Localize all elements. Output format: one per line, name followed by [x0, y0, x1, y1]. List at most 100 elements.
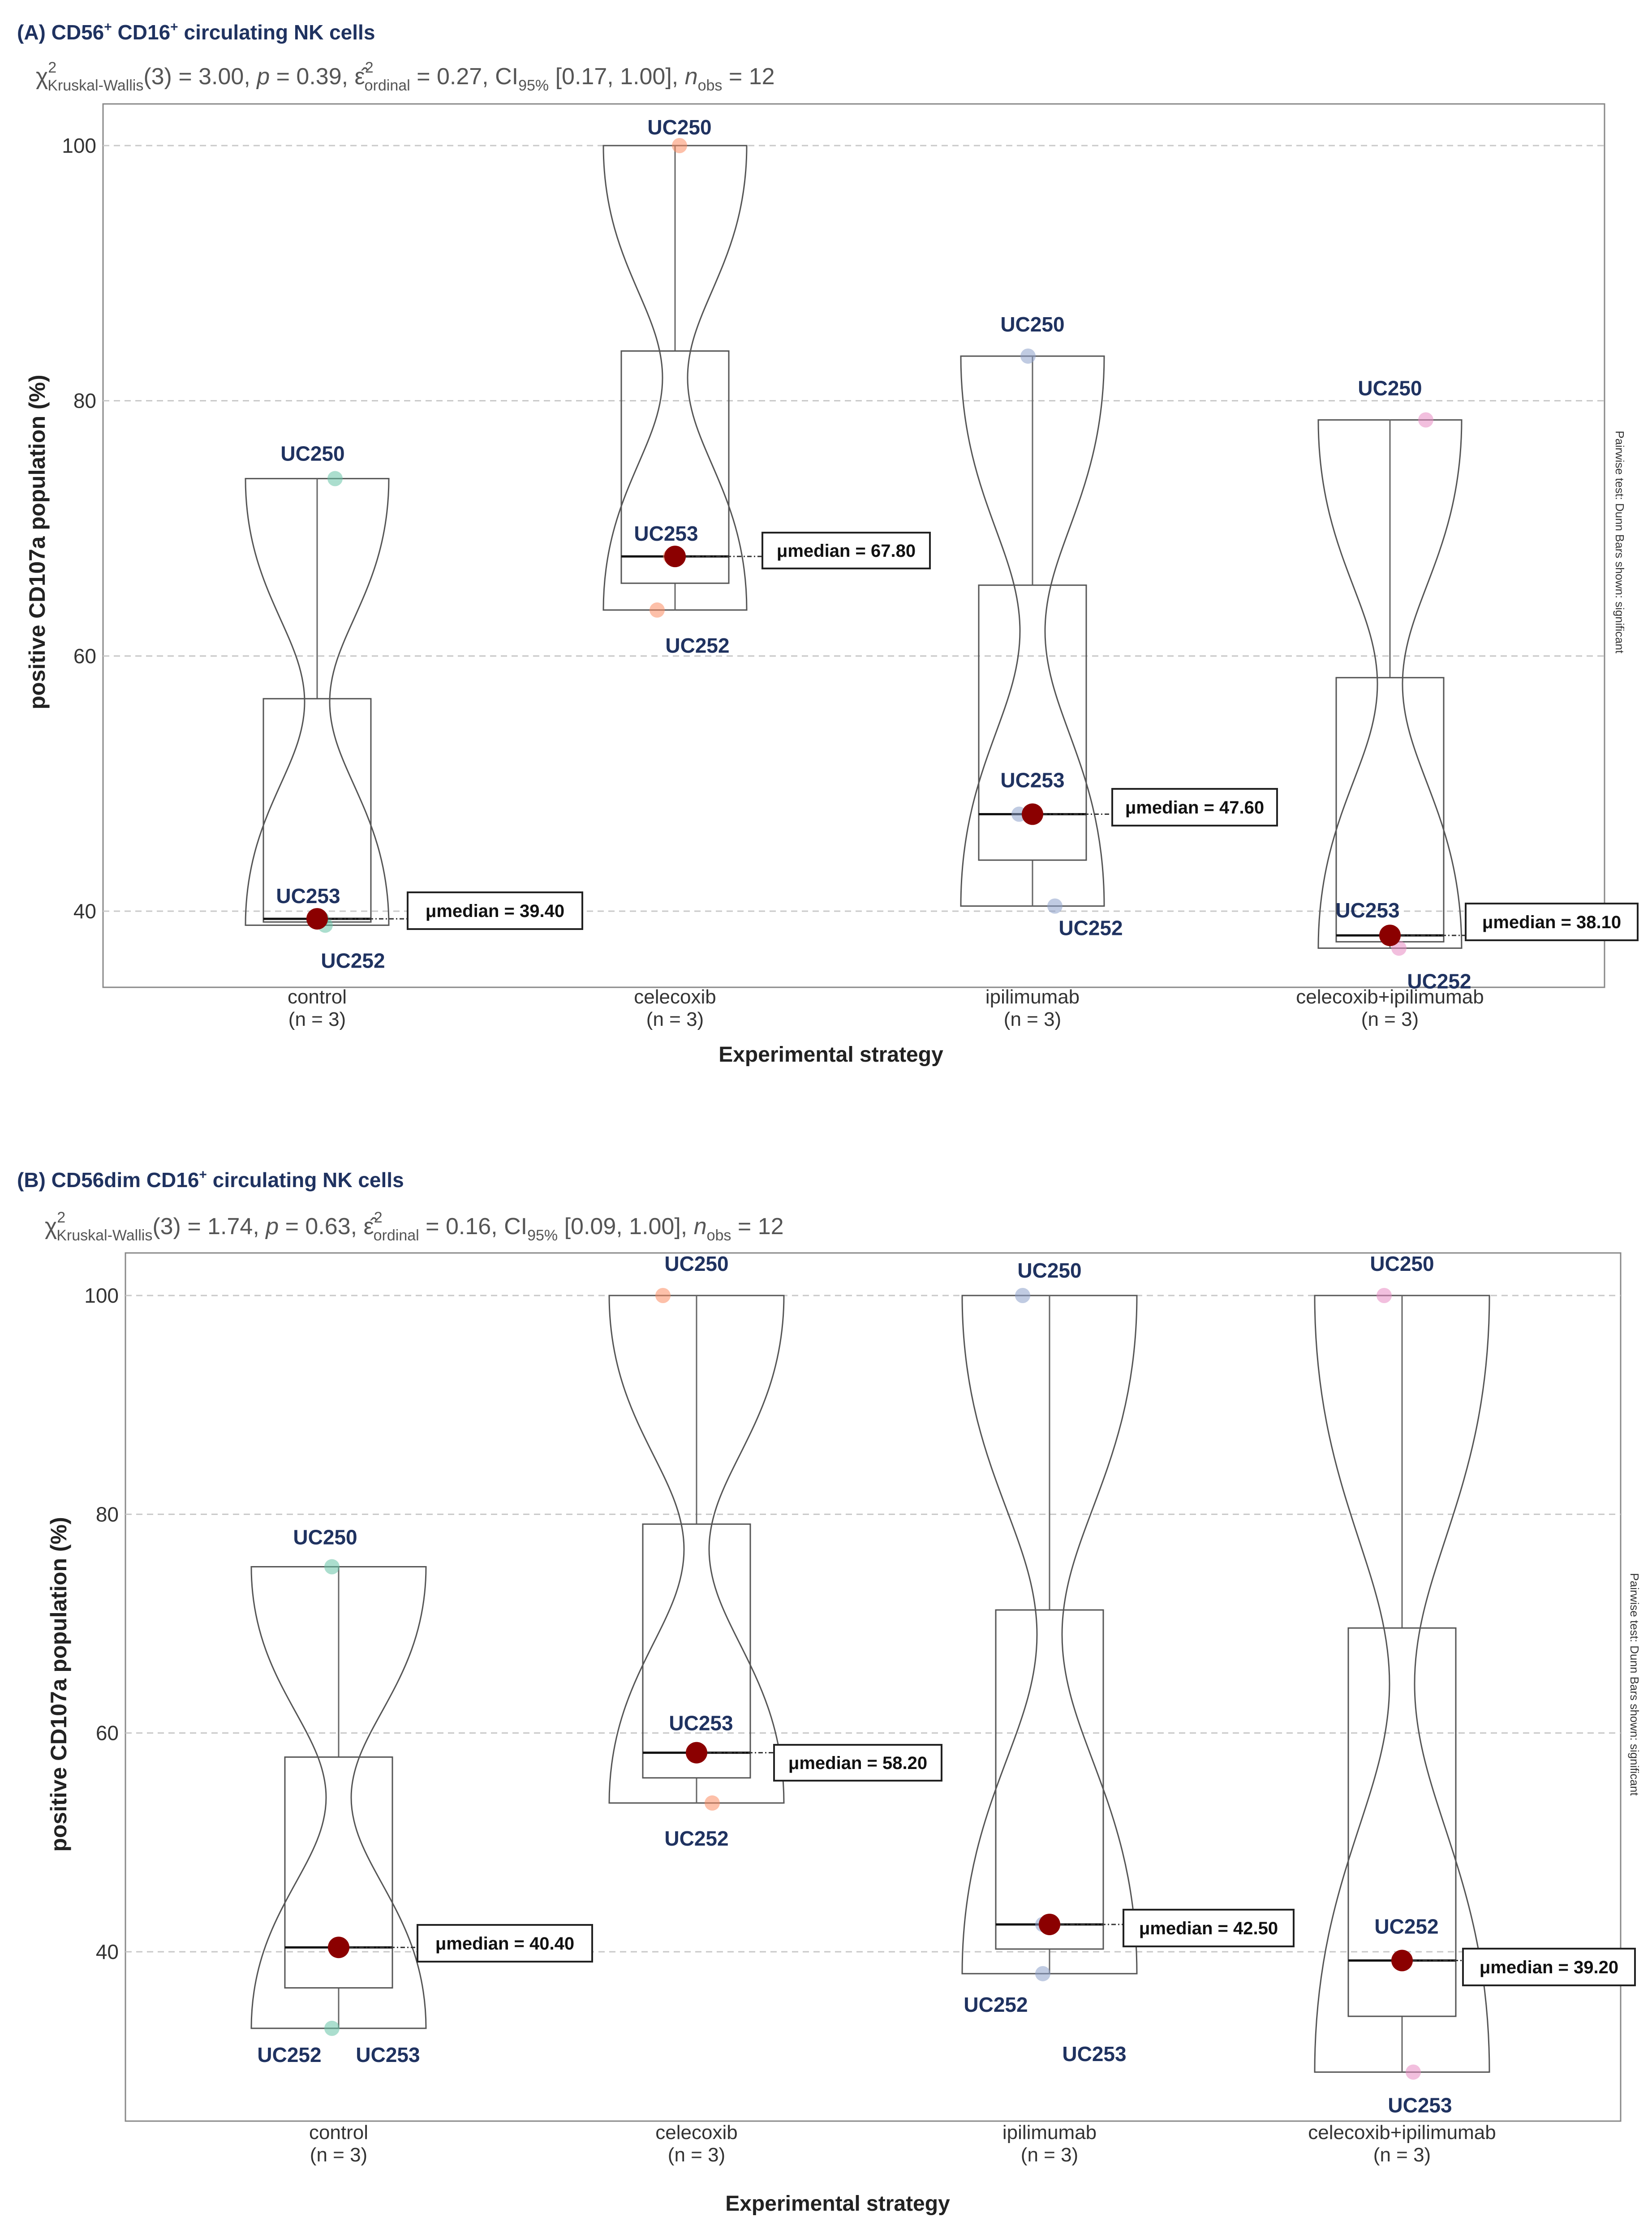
panel-a-x-tick-n-label: (n = 3)	[288, 1008, 346, 1030]
panel-b-data-point	[1035, 1966, 1050, 1981]
panel-b-y-axis-label: positive CD107a population (%)	[46, 1517, 71, 1851]
panel-b-data-point	[655, 1288, 671, 1303]
panel-a-median-label-box	[407, 891, 583, 930]
panel-b-box	[995, 1609, 1104, 1950]
panel-b-median-point	[1391, 1950, 1413, 1971]
panel-a-data-point	[1418, 412, 1433, 428]
panel-b-box	[642, 1523, 751, 1779]
panel-b-point-label: UC252	[964, 1993, 1028, 2016]
panel-a-point-label: UC252	[1058, 917, 1123, 940]
panel-a-box	[978, 584, 1087, 861]
panel-a-point-label: UC250	[1000, 313, 1064, 336]
panel-b-plot-frame	[125, 1252, 1622, 2122]
panel-a-data-point	[650, 602, 665, 618]
panel-a-violin	[1317, 419, 1463, 949]
panel-a-box	[620, 350, 730, 584]
panel-b-data-point	[324, 1559, 340, 1575]
panel-a-title: (A) CD56+ CD16+ circulating NK cells	[17, 20, 375, 44]
panel-b-violin	[1314, 1295, 1490, 2073]
panel-a-x-tick-label: celecoxib	[634, 986, 716, 1008]
panel-b-box	[284, 1756, 393, 1989]
panel-b-median-point	[1039, 1913, 1060, 1935]
panel-a-data-point	[1047, 898, 1063, 914]
panel-a-x-axis-label: Experimental strategy	[718, 1043, 943, 1067]
panel-b-median-label: μmedian = 40.40	[435, 1934, 574, 1954]
panel-b-median-label-box	[1462, 1948, 1636, 1986]
panel-b-point-label: UC252	[257, 2043, 321, 2066]
panel-b-x-tick-label: celecoxib	[655, 2122, 737, 2144]
panel-b-y-tick-label: 40	[96, 1940, 119, 1963]
panel-b-y-tick-label: 100	[84, 1284, 119, 1307]
panel-b-violin	[250, 1566, 427, 2029]
panel-a-x-tick-n-label: (n = 3)	[1361, 1008, 1419, 1030]
panel-a-violin	[245, 478, 390, 926]
panel-b-x-tick-n-label: (n = 3)	[1373, 2144, 1431, 2166]
panel-a-data-point	[672, 138, 687, 153]
panel-a-median-point	[1022, 803, 1043, 825]
panel-b-data-point	[1406, 2064, 1421, 2080]
panel-a-violin	[602, 145, 748, 611]
panel-b-plot: 40 60 80 100 μmedian = 40.40 UC250 UC253 UC252 c…	[84, 1252, 1636, 2166]
panel-a-y-tick-label: 100	[62, 134, 96, 157]
panel-a-median-label: μmedian = 38.10	[1482, 913, 1621, 932]
panel-a-median-label: μmedian = 47.60	[1125, 798, 1264, 818]
panel-b-median-label: μmedian = 42.50	[1139, 1919, 1278, 1938]
panel-b-x-tick-label: ipilimumab	[1002, 2122, 1097, 2144]
panel-b-data-point	[324, 2020, 340, 2036]
panel-a-x-tick-label: control	[288, 986, 347, 1008]
panel-b-x-axis-label: Experimental strategy	[725, 2192, 950, 2216]
panel-a-point-label: UC253	[276, 884, 340, 908]
panel-a-x-tick-label: ipilimumab	[985, 986, 1080, 1008]
panel-a-point-label: UC252	[665, 634, 729, 657]
panel-b-point-label: UC250	[1017, 1259, 1081, 1282]
panel-b-point-label: UC253	[669, 1712, 733, 1735]
panel-a-side-note: Pairwise test: Dunn Bars shown: signific…	[1613, 430, 1626, 654]
panel-a-point-label: UC250	[647, 116, 711, 139]
panel-a-point-label: UC253	[634, 522, 698, 545]
panel-a-x-tick-n-label: (n = 3)	[646, 1008, 704, 1030]
panel-b-point-label: UC253	[1062, 2042, 1126, 2066]
panel-a-median-label-box	[761, 532, 931, 569]
panel-a-point-label: UC253	[1335, 899, 1399, 922]
panel-b-data-point	[1377, 1288, 1392, 1303]
panel-b-title: (B) CD56dim CD16+ circulating NK cells	[17, 1167, 404, 1192]
panel-a-median-label: μmedian = 67.80	[777, 541, 916, 561]
panel-a-point-label: UC250	[280, 442, 344, 465]
panel-b-median-label-box	[773, 1744, 942, 1782]
panel-b-median-point	[328, 1937, 349, 1958]
panel-a-plot-frame	[102, 103, 1605, 988]
panel-a-data-point	[327, 471, 343, 486]
panel-b-x-tick-n-label: (n = 3)	[1021, 2144, 1078, 2166]
panel-a-median-point	[1379, 925, 1401, 947]
panel-a-y-tick-label: 40	[73, 900, 96, 923]
panel-a-y-tick-label: 80	[73, 389, 96, 413]
panel-a-median-label-box	[1111, 788, 1278, 826]
panel-b-box	[1347, 1627, 1457, 2017]
panel-b-median-point	[686, 1742, 707, 1764]
panel-a-point-label: UC253	[1000, 769, 1064, 792]
panel-a-data-point	[1020, 348, 1036, 364]
panel-b-x-tick-label: control	[309, 2122, 368, 2144]
panel-b-data-point	[1015, 1288, 1030, 1303]
panel-a-x-tick-label: celecoxib+ipilimumab	[1296, 986, 1484, 1008]
panel-a-median-point	[306, 908, 328, 930]
panel-a-point-label: UC250	[1358, 376, 1422, 400]
panel-b-point-label: UC253	[1388, 2094, 1452, 2117]
panel-a-y-axis-label: positive CD107a population (%)	[25, 374, 50, 709]
panel-a-point-label: UC252	[321, 949, 385, 972]
panel-b-point-label: UC252	[664, 1827, 728, 1850]
panel-b-point-label: UC252	[1374, 1915, 1438, 1938]
panel-b-point-label: UC253	[356, 2043, 420, 2066]
panel-b-median-label: μmedian = 58.20	[788, 1753, 927, 1773]
panel-b-point-label: UC250	[1370, 1252, 1434, 1275]
panel-a-median-label-box	[1465, 903, 1639, 941]
panel-a-median-label: μmedian = 39.40	[426, 901, 564, 921]
panel-b-median-label: μmedian = 39.20	[1480, 1958, 1618, 1977]
panel-b-y-tick-label: 60	[96, 1722, 119, 1745]
panel-b-x-tick-n-label: (n = 3)	[310, 2144, 367, 2166]
panel-b-x-tick-n-label: (n = 3)	[668, 2144, 725, 2166]
panel-a-median-point	[664, 546, 686, 568]
panel-b-point-label: UC250	[293, 1526, 357, 1549]
